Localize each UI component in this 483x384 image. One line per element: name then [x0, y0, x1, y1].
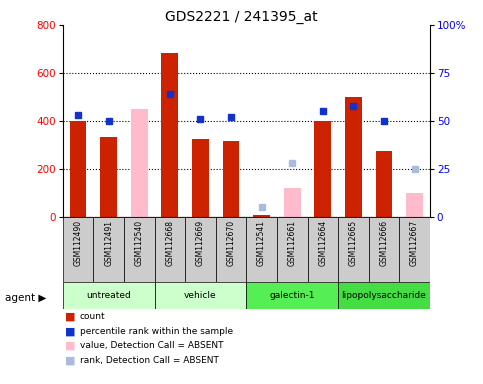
- Bar: [308, 217, 338, 282]
- Text: ■: ■: [65, 356, 76, 366]
- Bar: [277, 217, 308, 282]
- Bar: [246, 282, 338, 309]
- Text: agent ▶: agent ▶: [5, 293, 46, 303]
- Text: GSM112665: GSM112665: [349, 220, 358, 266]
- Bar: [155, 282, 246, 309]
- Bar: [161, 53, 178, 217]
- Bar: [284, 188, 300, 217]
- Text: galectin-1: galectin-1: [270, 291, 315, 300]
- Text: GSM112666: GSM112666: [380, 220, 388, 266]
- Bar: [406, 193, 423, 217]
- Bar: [338, 282, 430, 309]
- Text: GSM112491: GSM112491: [104, 220, 113, 266]
- Bar: [399, 217, 430, 282]
- Bar: [185, 217, 216, 282]
- Bar: [192, 139, 209, 217]
- Bar: [223, 141, 240, 217]
- Text: GSM112669: GSM112669: [196, 220, 205, 266]
- Text: percentile rank within the sample: percentile rank within the sample: [80, 327, 233, 336]
- Text: GSM112661: GSM112661: [288, 220, 297, 266]
- Text: untreated: untreated: [86, 291, 131, 300]
- Text: rank, Detection Call = ABSENT: rank, Detection Call = ABSENT: [80, 356, 219, 365]
- Text: ■: ■: [65, 341, 76, 351]
- Text: GDS2221 / 241395_at: GDS2221 / 241395_at: [165, 10, 318, 23]
- Bar: [338, 217, 369, 282]
- Bar: [63, 217, 93, 282]
- Text: value, Detection Call = ABSENT: value, Detection Call = ABSENT: [80, 341, 223, 351]
- Bar: [253, 215, 270, 217]
- Text: GSM112664: GSM112664: [318, 220, 327, 266]
- Bar: [314, 121, 331, 217]
- Text: GSM112490: GSM112490: [73, 220, 83, 266]
- Text: GSM112668: GSM112668: [165, 220, 174, 266]
- Text: lipopolysaccharide: lipopolysaccharide: [341, 291, 426, 300]
- Bar: [376, 151, 392, 217]
- Bar: [369, 217, 399, 282]
- Text: GSM112540: GSM112540: [135, 220, 144, 266]
- Bar: [70, 121, 86, 217]
- Text: vehicle: vehicle: [184, 291, 217, 300]
- Text: GSM112541: GSM112541: [257, 220, 266, 266]
- Bar: [345, 97, 362, 217]
- Text: ■: ■: [65, 326, 76, 336]
- Bar: [124, 217, 155, 282]
- Bar: [131, 109, 148, 217]
- Text: GSM112670: GSM112670: [227, 220, 236, 266]
- Bar: [155, 217, 185, 282]
- Text: ■: ■: [65, 312, 76, 322]
- Bar: [63, 282, 155, 309]
- Bar: [216, 217, 246, 282]
- Bar: [246, 217, 277, 282]
- Text: count: count: [80, 312, 105, 321]
- Bar: [93, 217, 124, 282]
- Text: GSM112667: GSM112667: [410, 220, 419, 266]
- Bar: [100, 137, 117, 217]
